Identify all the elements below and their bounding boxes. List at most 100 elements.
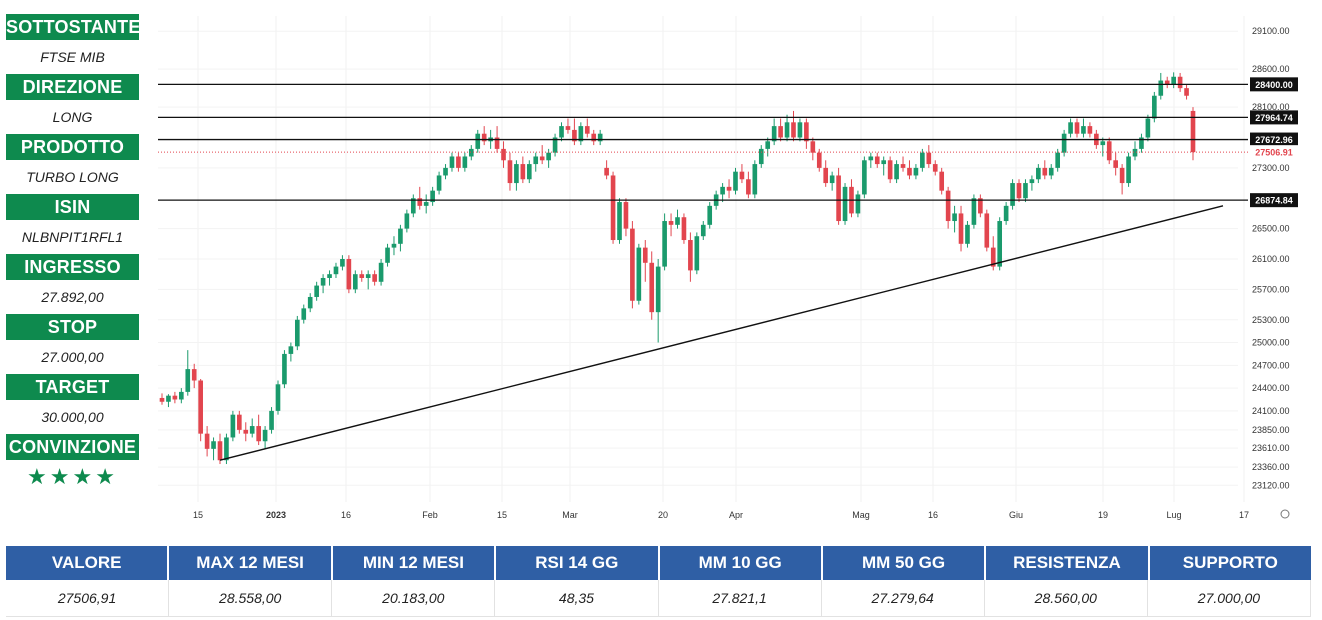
candle-body [874, 156, 880, 165]
panel-value: 27.000,00 [6, 340, 139, 374]
candle-body [1190, 110, 1196, 153]
candle-body [1087, 126, 1093, 134]
last-price-label: 27506.91 [1255, 148, 1293, 158]
candle-body [649, 262, 655, 313]
x-tick-label: Mar [562, 510, 578, 520]
candle-body [1106, 141, 1112, 161]
level-label: 27672.96 [1255, 135, 1293, 145]
candle-body [1132, 148, 1138, 157]
candle-body [784, 122, 790, 138]
candle-body [443, 167, 448, 176]
candle-body [352, 274, 358, 290]
candle-body [217, 441, 223, 461]
candle-body [320, 277, 326, 286]
candle-body [978, 198, 983, 214]
candle-body [520, 164, 526, 180]
candle-body [282, 353, 287, 385]
candle-body [584, 126, 590, 134]
y-tick-label: 29100.00 [1252, 26, 1290, 36]
stats-header-cell: RESISTENZA [986, 546, 1150, 580]
candle-body [1145, 118, 1151, 138]
stats-header-cell: MM 50 GG [822, 546, 987, 580]
candle-body [887, 160, 893, 180]
stats-value-row: 27506,91 28.558,00 20.183,00 48,35 27.821,1 2… [6, 580, 1311, 617]
trendline [219, 205, 1224, 461]
candle-body [597, 133, 603, 142]
candle-body [1158, 80, 1164, 96]
candle-body [1074, 122, 1080, 134]
candle-body [365, 274, 371, 278]
last-price-box [1250, 145, 1298, 160]
candle-body [1068, 122, 1073, 134]
x-tick-label: 15 [497, 510, 507, 520]
panel-value: LONG [6, 100, 139, 134]
candle-body [862, 160, 867, 195]
level-label: 27964.74 [1255, 113, 1293, 123]
candle-body [855, 194, 861, 214]
candle-body [398, 228, 403, 244]
stats-header-cell: MM 10 GG [659, 546, 823, 580]
trade-info-panel: SOTTOSTANTE FTSE MIB DIREZIONE LONG PRODOTTO… [6, 14, 140, 494]
x-tick-label: 20 [658, 510, 668, 520]
candle-body [526, 164, 532, 180]
candle-body [1061, 133, 1067, 153]
candle-body [771, 126, 777, 142]
candle-body [1119, 167, 1125, 184]
ftse-mib-chart: 29100.00 28600.00 28100.00 27300.00 26500.00… [158, 12, 1318, 524]
candle-body [1016, 183, 1022, 199]
candle-body [642, 247, 648, 263]
candle-body [791, 122, 796, 138]
candle-body [191, 369, 197, 381]
candle-body [804, 122, 809, 142]
candle-body [166, 395, 171, 402]
candle-body [920, 152, 925, 168]
y-tick-label: 24700.00 [1252, 360, 1290, 370]
candle-body [559, 126, 564, 138]
candle-body [372, 274, 377, 282]
candle-body [481, 133, 487, 142]
axis-settings-icon [1280, 509, 1290, 519]
candle-body [172, 395, 178, 400]
stats-value-cell: 27.821,1 [658, 580, 822, 617]
candle-body [1055, 152, 1061, 168]
candle-body [868, 156, 874, 161]
candle-body [630, 228, 635, 301]
y-tick-label: 26500.00 [1252, 224, 1290, 234]
candle-body [707, 205, 713, 225]
candle-body [945, 190, 951, 222]
y-tick-label: 25300.00 [1252, 315, 1290, 325]
candle-body [1036, 167, 1041, 180]
x-tick-label: 19 [1098, 510, 1108, 520]
candle-body [1139, 137, 1144, 149]
candle-body [881, 160, 887, 165]
candle-body [739, 171, 745, 180]
candle-body [436, 175, 442, 191]
candle-body [939, 171, 945, 191]
candle-body [462, 156, 468, 168]
candle-body [314, 285, 319, 297]
candle-body [688, 240, 693, 271]
level-label: 26874.84 [1255, 196, 1293, 206]
candle-body [675, 217, 680, 225]
candle-body [965, 224, 970, 244]
y-tick-label: 27300.00 [1252, 163, 1290, 173]
candle-body [307, 296, 313, 309]
candle-body [604, 167, 609, 176]
candle-body [501, 148, 506, 161]
candle-body [1081, 126, 1086, 134]
candle-body [430, 190, 435, 203]
panel-label: STOP [6, 314, 139, 340]
candle-body [546, 152, 551, 161]
candle-body [926, 152, 932, 165]
candle-body [623, 202, 629, 229]
candle-body [475, 133, 481, 149]
candle-body [746, 179, 751, 195]
y-tick-label: 28100.00 [1252, 102, 1290, 112]
candle-body [900, 164, 906, 168]
candle-body [468, 148, 474, 157]
panel-label: CONVINZIONE [6, 434, 139, 460]
level-label-box [1250, 132, 1298, 147]
candle-body [275, 384, 281, 411]
candle-body [836, 175, 841, 222]
stats-header-cell: MAX 12 MESI [169, 546, 333, 580]
